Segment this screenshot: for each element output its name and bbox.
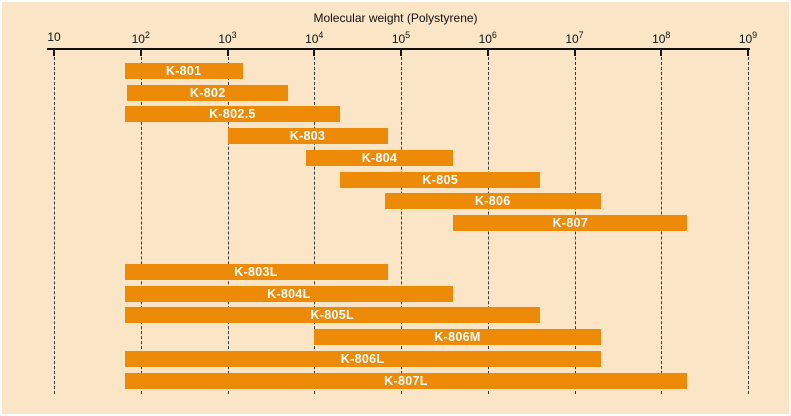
x-axis-tick-mark bbox=[53, 50, 55, 56]
chart-title: Molecular weight (Polystyrene) bbox=[313, 11, 478, 25]
range-bar-k-802-5: K-802.5 bbox=[124, 106, 341, 123]
range-bar-label: K-807L bbox=[384, 373, 428, 388]
decade-gridline bbox=[401, 52, 402, 394]
x-axis-tick-mark bbox=[486, 50, 489, 56]
x-axis-tick-mark bbox=[747, 50, 749, 56]
decade-gridline bbox=[54, 52, 55, 394]
range-bar-label: K-803L bbox=[234, 265, 278, 279]
range-bar-label: K-802.5 bbox=[209, 107, 256, 122]
range-bar-label: K-806L bbox=[340, 351, 385, 366]
range-bar-label: K-802 bbox=[189, 85, 226, 100]
x-axis-line bbox=[47, 48, 750, 50]
x-axis-tick-label: 106 bbox=[478, 30, 497, 46]
range-bar-k-805l: K-805L bbox=[124, 307, 540, 324]
range-bar-k-803l: K-803L bbox=[124, 264, 388, 280]
decade-gridline bbox=[140, 52, 142, 394]
x-axis-tick-mark bbox=[400, 50, 402, 56]
range-bar-label: K-806M bbox=[434, 330, 481, 345]
range-bar-k-804: K-804 bbox=[305, 149, 454, 166]
range-bar-k-806: K-806 bbox=[384, 193, 601, 210]
range-bar-label: K-804 bbox=[361, 150, 398, 165]
x-axis-tick-label: 10 bbox=[47, 30, 61, 44]
range-bar-k-807: K-807 bbox=[453, 214, 688, 231]
x-axis-tick-mark bbox=[139, 50, 142, 56]
x-axis-tick-label: 104 bbox=[305, 30, 324, 46]
range-bar-k-802: K-802 bbox=[127, 84, 289, 101]
range-bar-label: K-807 bbox=[552, 215, 588, 230]
range-bar-label: K-803 bbox=[289, 129, 326, 144]
x-axis-tick-mark bbox=[226, 50, 229, 56]
range-bar-k-804l: K-804L bbox=[124, 285, 454, 302]
range-bar-k-806m: K-806M bbox=[314, 329, 601, 346]
decade-gridline bbox=[748, 52, 749, 394]
x-axis-tick-label: 105 bbox=[391, 30, 411, 46]
range-bar-k-803: K-803 bbox=[227, 128, 388, 145]
range-bar-label: K-805L bbox=[310, 308, 354, 323]
x-axis-tick-label: 103 bbox=[218, 30, 237, 46]
x-axis-tick-label: 107 bbox=[565, 30, 584, 46]
x-axis-tick-mark bbox=[573, 50, 576, 56]
range-bar-k-801: K-801 bbox=[124, 63, 243, 79]
decade-gridline bbox=[227, 52, 229, 394]
x-axis-tick-label: 102 bbox=[131, 30, 150, 46]
x-axis-tick-label: 108 bbox=[652, 30, 671, 46]
range-bar-k-805: K-805 bbox=[340, 171, 540, 188]
x-axis-tick-mark bbox=[660, 50, 663, 56]
range-bar-label: K-801 bbox=[165, 64, 202, 78]
decade-gridline bbox=[314, 52, 316, 394]
x-axis-tick-label: 109 bbox=[738, 30, 758, 46]
range-bar-label: K-806 bbox=[474, 194, 511, 209]
range-bar-label: K-805 bbox=[422, 172, 458, 187]
range-bar-k-806l: K-806L bbox=[124, 350, 601, 367]
range-bar-label: K-804L bbox=[267, 286, 311, 301]
range-bar-k-807l: K-807L bbox=[124, 372, 688, 389]
x-axis-tick-mark bbox=[313, 50, 316, 56]
